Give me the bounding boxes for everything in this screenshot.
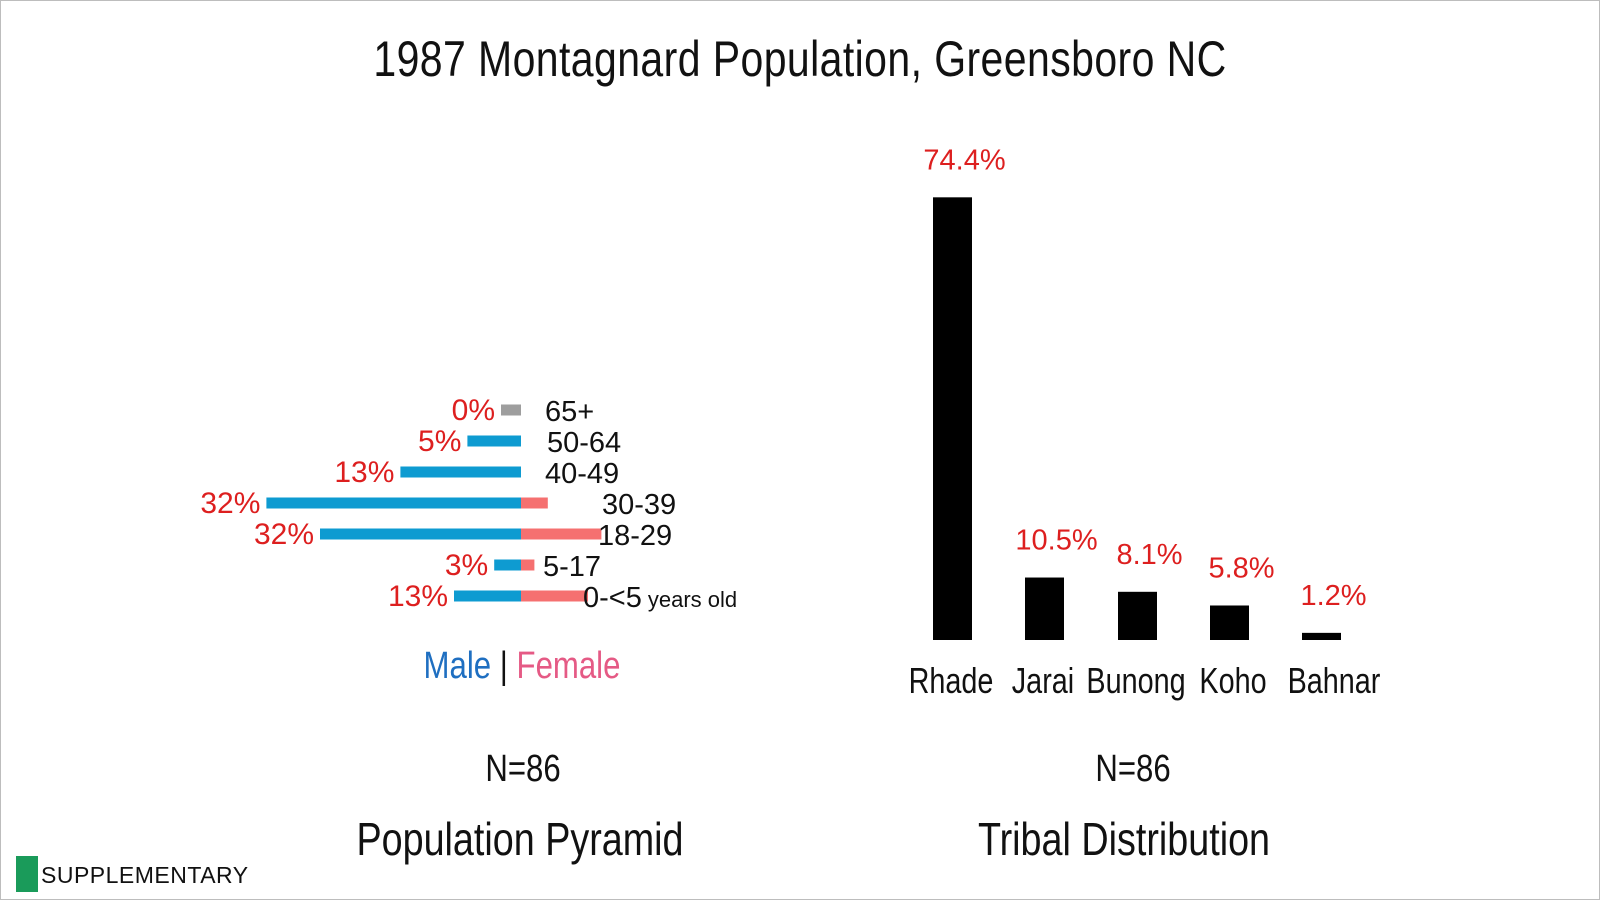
tribal-subtitle: Tribal Distribution [977,813,1271,865]
pyramid-bar-female [521,590,588,602]
pyramid-age-label: 18-29 [598,520,672,552]
pyramid-bar-male [266,497,521,509]
tribal-category-label: Bahnar [1288,660,1381,701]
tribal-category-label: Bunong [1086,660,1185,701]
pyramid-bar-female [521,528,602,540]
pyramid-age-label: 50-64 [547,427,621,459]
pyramid-bar-male [494,559,521,571]
pyramid-value-label: 3% [445,549,488,582]
tribal-category-label: Jarai [1012,660,1074,701]
pyramid-age-label: 0-<5 years old [583,582,737,614]
pyramid-subtitle: Population Pyramid [356,813,684,865]
tribal-value-label: 5.8% [1208,552,1274,584]
pyramid-value-label: 5% [418,425,461,458]
tribal-value-label: 10.5% [1015,525,1097,557]
pyramid-bar-female [521,497,548,509]
pyramid-value-label: 13% [388,580,448,613]
legend-female: Female [516,645,621,687]
tribal-category-label: Rhade [909,660,994,701]
pyramid-age-label: 30-39 [602,489,676,521]
tribal-bar [1302,632,1341,640]
pyramid-bar-male [320,528,521,540]
pyramid-legend: Male | Female [94,645,950,688]
pyramid-bar-male [467,435,521,447]
pyramid-bar-male [400,466,521,478]
pyramid-bar-zero [501,404,521,416]
legend-separator: | [499,645,508,687]
tribal-value-label: 8.1% [1116,539,1182,571]
legend-male: Male [423,645,492,687]
pyramid-value-label: 32% [254,518,314,551]
pyramid-bar-female [521,559,535,571]
tribal-value-label: 1.2% [1300,580,1366,612]
pyramid-value-label: 0% [452,394,495,427]
pyramid-age-label: 40-49 [545,458,619,490]
supplementary-badge-square [16,856,38,892]
tribal-n-label: N=86 [1095,748,1171,790]
pyramid-value-label: 13% [334,456,394,489]
pyramid-age-label: 5-17 [543,551,601,583]
supplementary-badge-text: SUPPLEMENTARY [41,862,249,888]
tribal-category-label: Koho [1199,660,1266,701]
age-suffix: years old [648,587,737,612]
tribal-bar [933,197,972,640]
pyramid-bar-male [454,590,521,602]
tribal-bar [1025,577,1064,640]
main-title: 1987 Montagnard Population, Greensboro N… [373,31,1227,87]
pyramid-n-label: N=86 [485,748,561,790]
tribal-value-label: 74.4% [923,144,1005,176]
pyramid-value-label: 32% [200,487,260,520]
tribal-bar [1210,605,1249,640]
tribal-bar [1118,591,1157,640]
pyramid-age-label: 65+ [545,396,594,428]
